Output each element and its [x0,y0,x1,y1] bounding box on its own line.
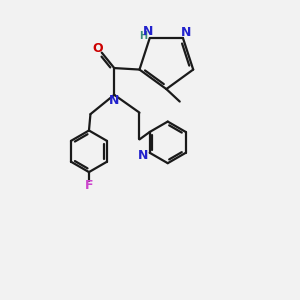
Text: N: N [143,25,154,38]
Text: O: O [93,42,104,55]
Text: N: N [181,26,192,38]
Text: N: N [109,94,119,107]
Text: F: F [85,179,93,192]
Text: H: H [139,31,147,40]
Text: N: N [138,149,148,162]
